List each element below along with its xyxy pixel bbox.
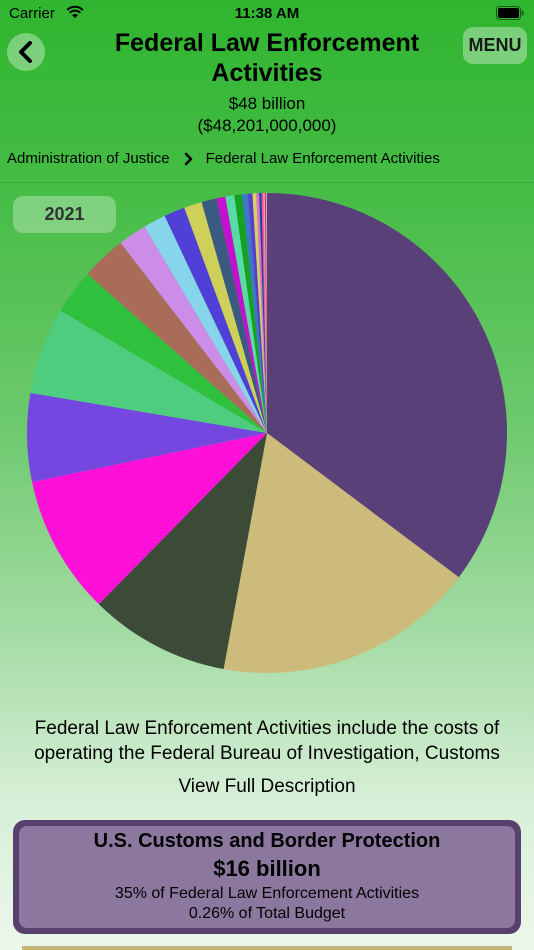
selected-item-name: U.S. Customs and Border Protection xyxy=(93,830,441,852)
pie-slice-4[interactable] xyxy=(32,433,268,605)
breadcrumb: Administration of Justice Federal Law En… xyxy=(7,150,440,167)
pie-slice-2[interactable] xyxy=(223,433,459,674)
chevron-left-icon xyxy=(19,41,32,63)
pie-slice-18[interactable] xyxy=(247,193,267,433)
menu-button[interactable]: MENU xyxy=(463,27,527,64)
pie-slice-1[interactable] xyxy=(267,193,507,578)
pie-slice-20[interactable] xyxy=(256,193,267,433)
pie-slice-3[interactable] xyxy=(98,433,267,670)
pie-slice-22[interactable] xyxy=(261,193,267,433)
selected-item-card[interactable]: U.S. Customs and Border Protection $16 b… xyxy=(13,820,521,934)
page-title: Federal Law Enforcement Activities xyxy=(114,29,420,87)
status-bar: Carrier 11:38 AM xyxy=(0,0,534,28)
pie-slice-7[interactable] xyxy=(60,273,268,433)
divider xyxy=(0,182,534,183)
breadcrumb-item-current: Federal Law Enforcement Activities xyxy=(205,150,440,167)
carrier-label: Carrier xyxy=(9,5,55,22)
next-card-edge xyxy=(22,946,512,950)
selected-item-card-inner: U.S. Customs and Border Protection $16 b… xyxy=(19,826,515,928)
pie-slice-21[interactable] xyxy=(259,193,267,433)
pie-slice-13[interactable] xyxy=(201,198,267,433)
pie-slice-23[interactable] xyxy=(263,193,267,433)
pie-slice-14[interactable] xyxy=(216,196,267,433)
breadcrumb-item-parent[interactable]: Administration of Justice xyxy=(7,150,170,167)
battery-icon xyxy=(496,6,524,25)
pie-chart[interactable] xyxy=(0,0,534,700)
description-text: Federal Law Enforcement Activities inclu… xyxy=(34,718,500,764)
back-button[interactable] xyxy=(7,33,45,71)
pie-slice-11[interactable] xyxy=(164,207,267,433)
pie-slice-12[interactable] xyxy=(184,202,267,433)
pie-slice-6[interactable] xyxy=(30,310,267,433)
selected-item-pct-total: 0.26% of Total Budget xyxy=(188,905,346,922)
selected-item-value: $16 billion xyxy=(213,856,321,881)
pie-slice-15[interactable] xyxy=(225,195,267,433)
clock: 11:38 AM xyxy=(234,5,300,22)
wifi-icon xyxy=(66,5,84,24)
pie-slice-10[interactable] xyxy=(144,215,267,433)
budget-amount-full: ($48,201,000,000) xyxy=(197,116,337,135)
pie-slice-5[interactable] xyxy=(26,392,267,482)
pie-slice-25[interactable] xyxy=(266,193,267,433)
chevron-right-icon xyxy=(184,152,194,166)
selected-item-pct-parent: 35% of Federal Law Enforcement Activitie… xyxy=(114,885,420,902)
pie-slice-17[interactable] xyxy=(241,193,267,433)
budget-amount: $48 billion xyxy=(228,94,306,113)
view-full-description-link[interactable]: View Full Description xyxy=(178,776,356,797)
pie-slice-9[interactable] xyxy=(120,226,267,433)
pie-slice-24[interactable] xyxy=(264,193,267,433)
year-selector[interactable]: 2021 xyxy=(13,196,116,233)
pie-slice-19[interactable] xyxy=(252,193,267,433)
pie-slice-8[interactable] xyxy=(87,242,267,433)
pie-slice-16[interactable] xyxy=(234,194,267,433)
